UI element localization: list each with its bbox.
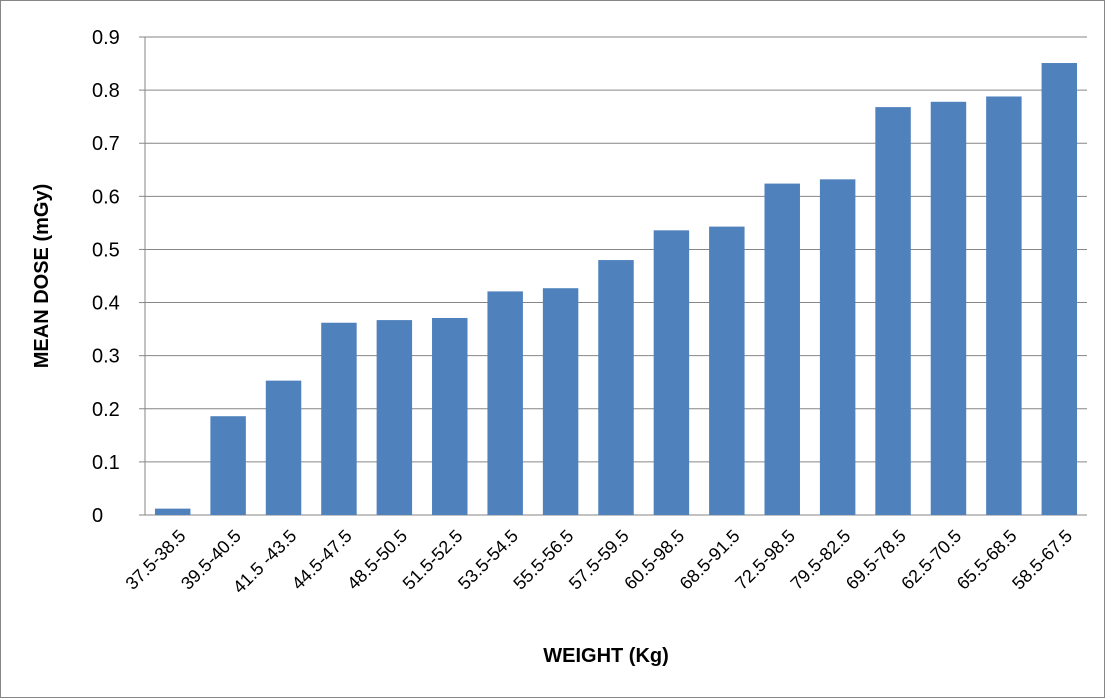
y-tick-label: 0.6 bbox=[92, 186, 120, 208]
x-axis-title: WEIGHT (Kg) bbox=[543, 645, 669, 667]
bar bbox=[487, 291, 523, 515]
bar bbox=[598, 260, 634, 515]
x-tick-label: 72.5-98.5 bbox=[731, 526, 799, 594]
x-tick-label: 65.5-68.5 bbox=[953, 526, 1021, 594]
bar bbox=[1041, 63, 1078, 515]
x-tick-label: 68.5-91.5 bbox=[676, 526, 744, 594]
bar bbox=[653, 230, 690, 515]
x-tick-label: 69.5-78.5 bbox=[842, 526, 910, 594]
bar bbox=[154, 508, 191, 515]
x-tick-label: 79.5-82.5 bbox=[787, 526, 855, 594]
bar bbox=[265, 380, 302, 515]
x-tick-label: 55.5-56.5 bbox=[509, 526, 577, 594]
bar bbox=[321, 322, 357, 515]
y-tick-label: 0.5 bbox=[92, 239, 120, 261]
y-tick-label: 0.8 bbox=[92, 80, 120, 102]
bar bbox=[764, 183, 800, 515]
y-tick-label: 0.3 bbox=[92, 346, 120, 368]
bar bbox=[709, 226, 745, 515]
bars bbox=[154, 63, 1078, 516]
bar bbox=[432, 317, 468, 515]
x-tick-label: 44.5-47.5 bbox=[288, 526, 356, 594]
y-tick-label: 0 bbox=[92, 505, 103, 527]
bar bbox=[376, 320, 413, 515]
y-axis-ticks: 0 0.1 0.2 0.3 0.4 0.5 0.6 0.7 0.8 0.9 bbox=[92, 27, 120, 527]
x-tick-label: 58.5-67.5 bbox=[1008, 526, 1076, 594]
x-tick-label: 51.5-52.5 bbox=[399, 526, 467, 594]
bar bbox=[210, 416, 246, 515]
y-tick-label: 0.9 bbox=[92, 27, 120, 49]
y-axis-title: MEAN DOSE (mGy) bbox=[31, 184, 53, 368]
y-tick-label: 0.1 bbox=[92, 452, 120, 474]
x-tick-label: 53.5-54.5 bbox=[454, 526, 522, 594]
x-tick-label: 37.5-38.5 bbox=[122, 526, 190, 594]
x-tick-label: 60.5-98.5 bbox=[620, 526, 688, 594]
bar bbox=[875, 107, 911, 516]
y-tick-label: 0.4 bbox=[92, 293, 120, 315]
bar bbox=[542, 288, 579, 515]
x-tick-label: 48.5-50.5 bbox=[343, 526, 411, 594]
y-tick-label: 0.7 bbox=[92, 133, 120, 155]
x-tick-label: 62.5-70.5 bbox=[897, 526, 965, 594]
bar bbox=[986, 96, 1022, 516]
bar bbox=[930, 101, 967, 515]
bar bbox=[819, 179, 856, 516]
x-tick-label: 57.5-59.5 bbox=[565, 526, 633, 594]
gridlines bbox=[139, 36, 1087, 516]
x-axis-ticks: 37.5-38.539.5-40.541.5 -43.544.5-47.548.… bbox=[122, 526, 1077, 597]
y-tick-label: 0.2 bbox=[92, 399, 120, 421]
